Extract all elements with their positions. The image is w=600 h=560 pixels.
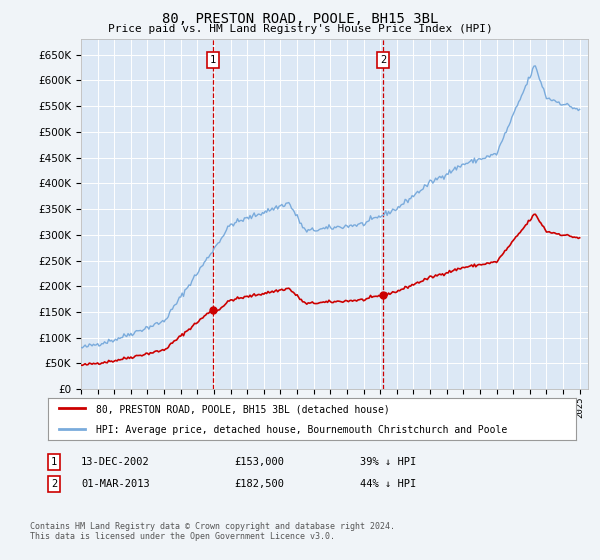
- Text: 2: 2: [380, 55, 386, 65]
- Text: £182,500: £182,500: [234, 479, 284, 489]
- Text: 13-DEC-2002: 13-DEC-2002: [81, 457, 150, 467]
- Text: 01-MAR-2013: 01-MAR-2013: [81, 479, 150, 489]
- Text: 1: 1: [210, 55, 216, 65]
- Text: £153,000: £153,000: [234, 457, 284, 467]
- Text: Price paid vs. HM Land Registry's House Price Index (HPI): Price paid vs. HM Land Registry's House …: [107, 24, 493, 34]
- Text: 80, PRESTON ROAD, POOLE, BH15 3BL: 80, PRESTON ROAD, POOLE, BH15 3BL: [162, 12, 438, 26]
- Text: 80, PRESTON ROAD, POOLE, BH15 3BL (detached house): 80, PRESTON ROAD, POOLE, BH15 3BL (detac…: [95, 404, 389, 414]
- Text: 39% ↓ HPI: 39% ↓ HPI: [360, 457, 416, 467]
- Text: 44% ↓ HPI: 44% ↓ HPI: [360, 479, 416, 489]
- Text: 1: 1: [51, 457, 57, 467]
- Text: HPI: Average price, detached house, Bournemouth Christchurch and Poole: HPI: Average price, detached house, Bour…: [95, 426, 507, 435]
- Text: Contains HM Land Registry data © Crown copyright and database right 2024.
This d: Contains HM Land Registry data © Crown c…: [30, 522, 395, 542]
- Text: 2: 2: [51, 479, 57, 489]
